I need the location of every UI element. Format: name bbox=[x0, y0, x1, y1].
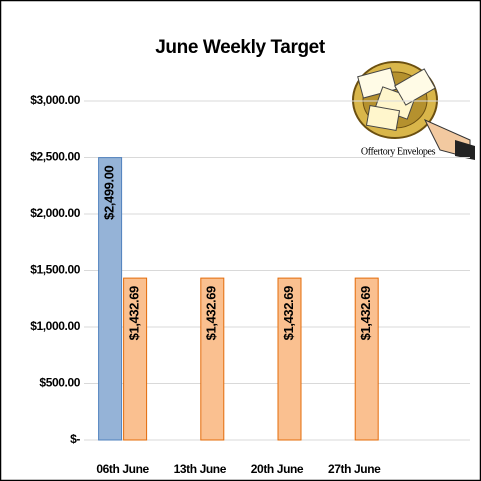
y-tick-label: $2,500.00 bbox=[30, 150, 81, 164]
data-label: $1,432.69 bbox=[358, 286, 373, 340]
y-tick-label: $1,000.00 bbox=[30, 319, 81, 333]
x-tick-label: 13th June bbox=[174, 462, 227, 476]
x-tick-label: 27th June bbox=[328, 462, 381, 476]
y-tick-label: $1,500.00 bbox=[30, 263, 81, 277]
data-label: $1,432.69 bbox=[204, 286, 219, 340]
x-tick-label: 06th June bbox=[96, 462, 149, 476]
chart-title: June Weekly Target bbox=[155, 37, 326, 58]
data-label: $1,432.69 bbox=[127, 286, 142, 340]
chart: June Weekly Target Offertory Envelopes $… bbox=[0, 0, 481, 481]
y-tick-label: $3,000.00 bbox=[30, 93, 81, 107]
y-tick-label: $500.00 bbox=[39, 376, 80, 390]
y-tick-label: $- bbox=[70, 432, 80, 446]
data-label: $2,499.00 bbox=[102, 165, 117, 219]
y-tick-label: $2,000.00 bbox=[30, 206, 81, 220]
image-caption: Offertory Envelopes bbox=[361, 146, 436, 157]
data-label: $1,432.69 bbox=[281, 286, 296, 340]
x-tick-label: 20th June bbox=[251, 462, 304, 476]
